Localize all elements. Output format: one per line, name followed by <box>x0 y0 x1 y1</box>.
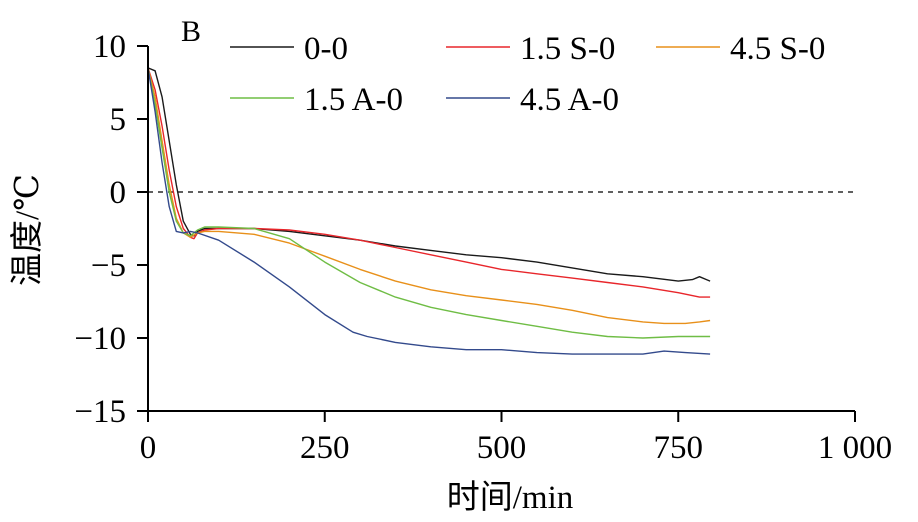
x-axis-title: 时间/min <box>447 480 574 516</box>
y-tick-label-3: −5 <box>91 248 126 284</box>
legend-label-1: 1.5 S-0 <box>520 31 615 67</box>
series-line-3 <box>147 67 711 339</box>
axes-layer: 10 5 0 −5 −10 −15 0 250 500 750 1 000 <box>74 29 892 466</box>
series-line-4 <box>147 67 711 355</box>
legend-label-4: 4.5 A-0 <box>520 82 619 118</box>
legend-label-2: 4.5 S-0 <box>730 31 825 67</box>
y-axis-title: 温度/℃ <box>9 174 46 286</box>
series-layer <box>147 67 711 355</box>
series-line-1 <box>147 67 711 298</box>
y-tick-label-1: 5 <box>110 102 127 138</box>
x-tick-label-3: 750 <box>654 430 704 466</box>
series-line-0 <box>147 67 711 282</box>
legend-label-0: 0-0 <box>304 31 348 67</box>
y-tick-label-5: −15 <box>74 394 126 430</box>
y-tick-label-4: −10 <box>74 321 126 357</box>
x-tick-label-0: 0 <box>140 430 157 466</box>
legend-label-3: 1.5 A-0 <box>304 82 403 118</box>
x-tick-label-1: 250 <box>300 430 350 466</box>
y-tick-label-2: 0 <box>110 175 127 211</box>
x-tick-label-4: 1 000 <box>818 430 892 466</box>
y-tick-label-0: 10 <box>93 29 126 65</box>
series-line-2 <box>147 67 711 325</box>
x-tick-label-2: 500 <box>477 430 527 466</box>
legend: 0-0 1.5 S-0 4.5 S-0 1.5 A-0 4.5 A-0 <box>230 31 825 118</box>
panel-label: B <box>181 15 201 48</box>
